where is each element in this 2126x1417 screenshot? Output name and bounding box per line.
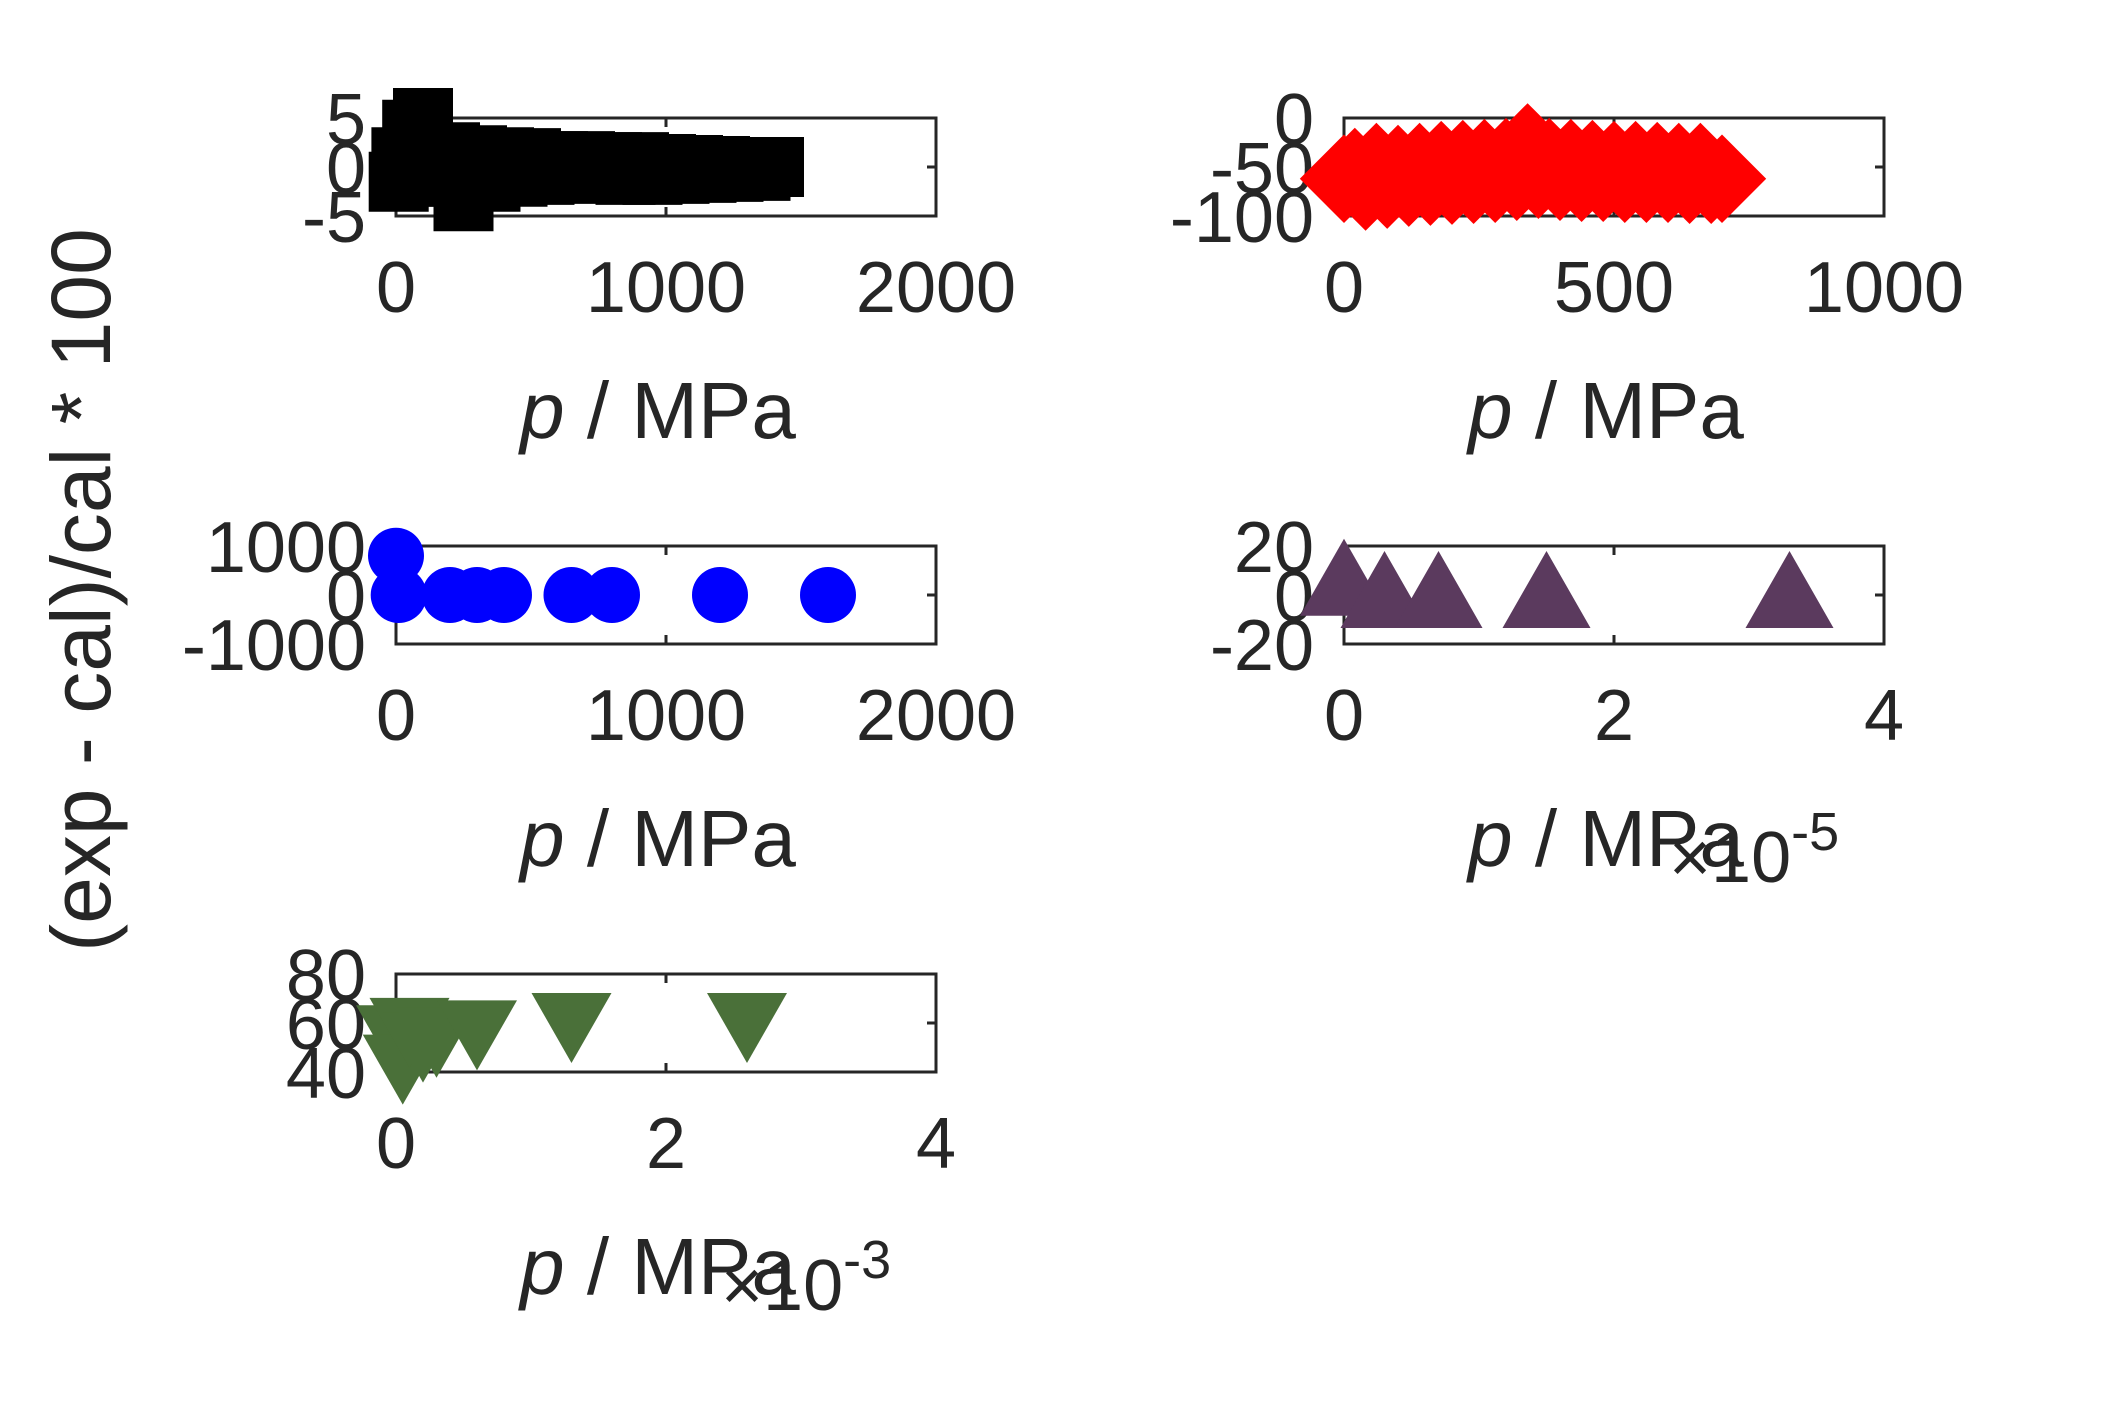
data-point: [1677, 134, 1767, 223]
x-axis-variable: p: [518, 1222, 587, 1311]
data-point: [476, 567, 532, 623]
y-tick-label: 0: [326, 129, 366, 209]
y-tick-label: 5: [326, 80, 366, 160]
x-axis-unit: / MPa: [587, 366, 796, 455]
x-axis-variable: p: [1466, 366, 1535, 455]
y-tick-label: -5: [302, 178, 366, 258]
y-tick-label: -1000: [182, 606, 366, 686]
y-tick-label: -50: [1210, 129, 1314, 209]
x-axis-unit: / MPa: [1535, 794, 1744, 883]
data-point: [543, 567, 600, 623]
y-tick-label: 20: [1234, 508, 1314, 588]
y-tick-label: 40: [286, 1034, 366, 1114]
y-axis-label: (exp - cal)/cal * 100: [34, 228, 128, 952]
x-tick-label: 2000: [856, 248, 1016, 328]
x-tick-label: 0: [376, 676, 416, 756]
x-axis-label: p / MPa: [1466, 366, 1744, 455]
x-axis-label: p / MPa: [518, 366, 796, 455]
x-axis-label: p / MPa: [1466, 794, 1744, 883]
x-axis-label: p / MPa: [518, 794, 796, 883]
data-point: [531, 993, 612, 1063]
x-axis-unit: / MPa: [587, 794, 796, 883]
x-axis-exponent: ×10-3: [721, 1230, 891, 1326]
subplot-2: 0 500 1000 0-50-100 p / MPa: [1170, 80, 1964, 455]
y-tick-label: 0: [1274, 80, 1314, 160]
y-tick-label: 1000: [206, 508, 366, 588]
x-axis-label: p / MPa: [518, 1222, 796, 1311]
data-point: [1745, 551, 1834, 628]
x-tick-label: 2: [1594, 676, 1634, 756]
y-tick-label: 0: [1274, 557, 1314, 637]
x-tick-label: 1000: [586, 248, 746, 328]
data-point: [370, 567, 427, 623]
x-tick-label: 500: [1554, 248, 1674, 328]
data-point: [707, 993, 787, 1063]
y-tick-label: 0: [326, 557, 366, 637]
x-tick-label: 4: [916, 1104, 956, 1184]
y-tick-label: 80: [286, 936, 366, 1016]
x-tick-label: 2000: [856, 676, 1016, 756]
x-axis-variable: p: [518, 366, 587, 455]
data-point: [1394, 551, 1483, 628]
y-tick-label: -100: [1170, 178, 1314, 258]
y-tick-label: -20: [1210, 606, 1314, 686]
x-tick-label: 0: [1324, 248, 1364, 328]
data-point: [692, 567, 748, 623]
data-point: [1502, 551, 1591, 628]
data-point: [800, 567, 856, 623]
x-tick-label: 1000: [1804, 248, 1964, 328]
data-point: [744, 137, 804, 197]
y-tick-label: 60: [286, 985, 366, 1065]
x-tick-label: 0: [376, 1104, 416, 1184]
x-tick-label: 4: [1864, 676, 1904, 756]
x-tick-label: 2: [646, 1104, 686, 1184]
x-axis-variable: p: [1466, 794, 1535, 883]
x-tick-label: 0: [1324, 676, 1364, 756]
x-axis-unit: / MPa: [1535, 366, 1744, 455]
x-tick-label: 0: [376, 248, 416, 328]
x-axis-variable: p: [518, 794, 587, 883]
x-axis-unit: / MPa: [587, 1222, 796, 1311]
data-point: [584, 567, 640, 623]
x-tick-label: 1000: [586, 676, 746, 756]
data-point: [437, 1000, 517, 1071]
x-axis-exponent: ×10-5: [1669, 802, 1839, 898]
